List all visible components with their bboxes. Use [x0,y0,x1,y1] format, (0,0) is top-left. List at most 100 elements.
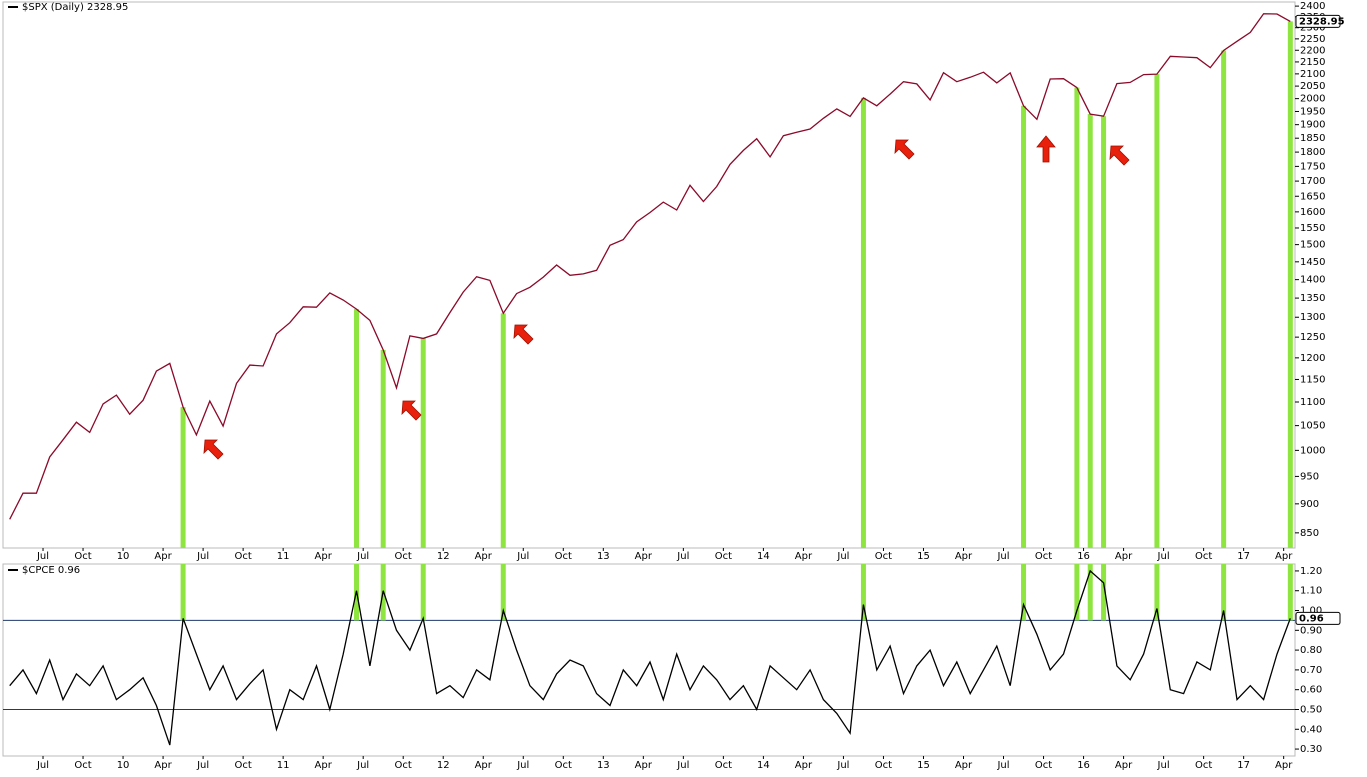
y-tick-label: 0.70 [1300,665,1322,676]
x-tick-label: Oct [875,760,892,771]
annotation-arrow [1036,135,1056,163]
annotations [203,135,1130,460]
series-line [9,13,1291,520]
y-tick-label: 850 [1300,528,1319,539]
x-tick-label: 11 [277,760,290,771]
y-tick-label: 1650 [1300,191,1325,202]
y-tick-label: 1500 [1300,240,1325,251]
x-tick-label: Jul [996,760,1009,771]
x-tick-label: Oct [74,760,91,771]
plot-layer: 850 900 950 1000 1050 1100 1150 1200 1250 1300 135… [3,1,1325,771]
x-tick-label: Oct [875,551,892,562]
x-tick-label: 15 [917,760,930,771]
x-tick-label: Apr [475,760,493,771]
x-tick-label: Jul [996,551,1009,562]
chart-title: $SPX (Daily) 2328.95 [22,2,128,13]
x-tick-label: Jul [836,760,849,771]
highlight-bar [420,564,426,621]
annotation-arrow [401,400,422,421]
highlight-bar [500,564,506,621]
cpce-panel [2,563,1296,757]
x-tick-label: Oct [234,760,251,771]
highlight-bar [180,564,186,621]
y-tick-label: 0.90 [1300,625,1322,636]
x-tick-label: 10 [117,551,130,562]
y-tick-label: 0.40 [1300,724,1322,735]
highlight-bar [1021,564,1027,621]
y-tick-label: 1950 [1300,106,1325,117]
highlight-bar [1221,564,1227,621]
y-tick-label: 1450 [1300,257,1325,268]
highlight-bar [1074,87,1080,549]
x-tick-label: Apr [315,760,333,771]
highlight-bar [420,338,426,548]
x-tick-label: Oct [715,760,732,771]
x-tick-label: 16 [1077,551,1090,562]
y-tick-label: 2250 [1300,34,1325,45]
highlight-bar [860,564,866,621]
x-tick-label: Apr [475,551,493,562]
y-tick-label: 0.80 [1300,645,1322,656]
series-line [9,569,1291,746]
x-tick-label: 14 [757,760,770,771]
x-tick-label: Oct [1035,760,1052,771]
annotation-arrow [1109,145,1130,166]
y-tick-label: 1550 [1300,223,1325,234]
x-tick-label: 16 [1077,760,1090,771]
y-tick-label: 2200 [1300,45,1325,56]
highlight-bar [1287,564,1293,621]
highlight-bar [1154,564,1160,621]
highlight-bar [1221,50,1227,548]
x-tick-label: Apr [1115,551,1133,562]
x-tick-label: 13 [597,551,610,562]
highlight-bar [1287,21,1293,549]
x-tick-label: 14 [757,551,770,562]
x-tick-label: Jul [516,760,529,771]
y-tick-label: 1300 [1300,312,1325,323]
y-tick-label: 2300 [1300,23,1325,34]
x-tick-label: Jul [36,760,49,771]
highlight-bar [860,97,866,549]
x-tick-label: Apr [315,551,333,562]
y-tick-label: 900 [1300,499,1319,510]
x-tick-label: 15 [917,551,930,562]
x-tick-label: Jul [36,551,49,562]
highlight-bar [380,349,386,548]
y-tick-label: 1800 [1300,147,1325,158]
last-value-box [1295,611,1341,625]
x-tick-label: Jul [356,760,369,771]
overlay: 2328.95 0.96 [1295,14,1345,625]
annotation-arrow [203,439,224,460]
x-tick-label: Oct [1035,551,1052,562]
highlight-bar [180,407,186,548]
x-tick-label: Jul [1157,760,1170,771]
x-tick-label: Apr [1275,760,1293,771]
highlight-bar [500,313,506,548]
x-tick-label: Apr [795,760,813,771]
highlight-bar [1087,564,1093,621]
y-tick-label: 2100 [1300,69,1325,80]
x-tick-label: Apr [154,551,172,562]
annotation-arrow [894,139,915,160]
x-tick-label: Jul [1157,551,1170,562]
y-tick-label: 1750 [1300,161,1325,172]
x-tick-label: Oct [395,551,412,562]
y-tick-label: 950 [1300,471,1319,482]
chart-title: $CPCE 0.96 [22,565,80,576]
x-tick-label: Jul [676,760,689,771]
x-tick-label: 17 [1237,760,1250,771]
x-tick-label: Apr [1115,760,1133,771]
y-tick-label: 0.50 [1300,704,1322,715]
last-value-label: 0.96 [1299,613,1324,624]
x-tick-label: Apr [635,760,653,771]
x-tick-label: Oct [555,551,572,562]
highlight-bar [1087,114,1093,548]
annotation-arrow [513,324,534,345]
y-tick-label: 1.00 [1300,606,1322,617]
x-tick-label: Jul [516,551,529,562]
last-value-label: 2328.95 [1299,16,1345,27]
y-tick-label: 1200 [1300,353,1325,364]
x-tick-label: Jul [196,551,209,562]
x-tick-label: Apr [795,551,813,562]
x-tick-label: 17 [1237,551,1250,562]
